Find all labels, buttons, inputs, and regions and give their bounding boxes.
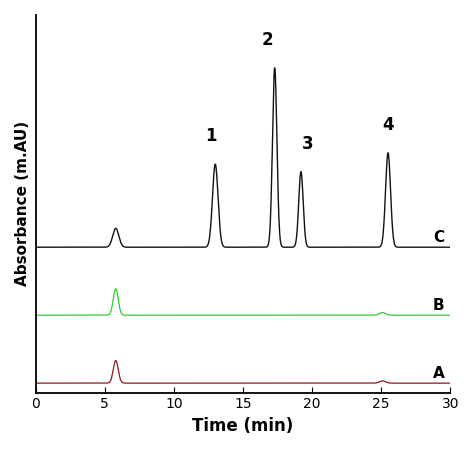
Text: 2: 2 (262, 31, 273, 49)
Text: B: B (433, 298, 445, 313)
Text: 4: 4 (382, 116, 394, 134)
X-axis label: Time (min): Time (min) (192, 417, 293, 435)
Text: 1: 1 (205, 127, 217, 145)
Text: A: A (433, 366, 445, 381)
Text: C: C (434, 230, 445, 245)
Text: 3: 3 (302, 135, 314, 153)
Y-axis label: Absorbance (m.AU): Absorbance (m.AU) (15, 121, 30, 286)
